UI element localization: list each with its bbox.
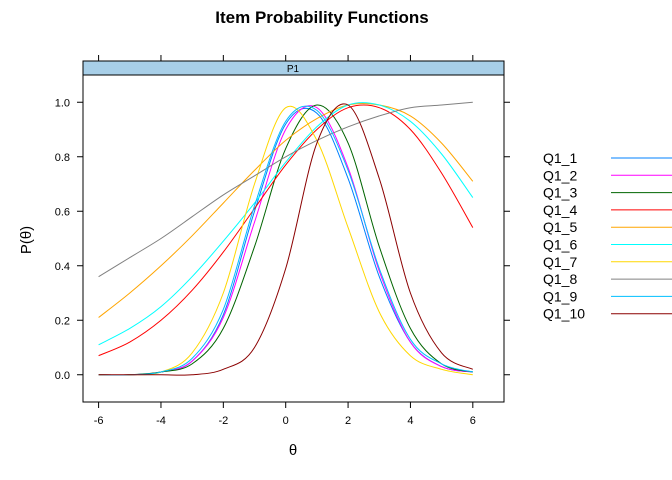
legend-label: Q1_7 xyxy=(543,254,577,270)
x-tick-label: 6 xyxy=(470,415,476,427)
y-tick-label: 0.2 xyxy=(55,315,70,327)
curve-q1-10 xyxy=(98,103,474,376)
chart-title: Item Probability Functions xyxy=(215,8,428,27)
x-tick-label: 2 xyxy=(345,415,351,427)
curve-q1-9 xyxy=(98,105,473,376)
axis-ticks: -6 -4 -2 0 2 4 6 0.0 0.2 0.4 0.6 0.8 1.0 xyxy=(55,55,510,427)
x-tick-label: 4 xyxy=(407,415,413,427)
legend-label: Q1_6 xyxy=(543,237,577,253)
legend: Q1_1Q1_2 Q1_3Q1_4Q1_5 Q1_6Q1_7Q1_8Q1_9 Q1_1… xyxy=(543,150,672,322)
legend-label: Q1_8 xyxy=(543,271,577,287)
y-tick-label: 0.8 xyxy=(55,152,70,164)
curves xyxy=(98,101,474,376)
legend-label: Q1_1 xyxy=(543,150,577,166)
x-tick-label: -6 xyxy=(94,415,104,427)
y-axis-label: P(θ) xyxy=(18,226,35,254)
legend-label: Q1_3 xyxy=(543,185,577,201)
legend-label: Q1_5 xyxy=(543,219,577,235)
plot-panel xyxy=(82,74,505,403)
curve-q1-4 xyxy=(98,104,474,357)
x-axis-label: θ xyxy=(289,442,297,459)
x-tick-label: 0 xyxy=(283,415,289,427)
curve-q1-2 xyxy=(98,105,473,376)
legend-label: Q1_9 xyxy=(543,288,577,304)
x-tick-label: -2 xyxy=(218,415,228,427)
curve-q1-3 xyxy=(98,104,473,376)
y-tick-label: 0.0 xyxy=(55,370,70,382)
curve-q1-7 xyxy=(98,105,473,376)
curve-q1-5 xyxy=(98,102,474,318)
y-tick-label: 0.6 xyxy=(55,206,70,218)
legend-label: Q1_2 xyxy=(543,167,577,183)
y-tick-label: 1.0 xyxy=(55,97,70,109)
y-tick-label: 0.4 xyxy=(55,261,70,273)
curve-q1-8 xyxy=(98,101,473,278)
panel-strip-label: P1 xyxy=(287,64,300,75)
legend-label: Q1_10 xyxy=(543,306,585,322)
curve-q1-6 xyxy=(98,102,474,346)
x-tick-label: -4 xyxy=(156,415,166,427)
legend-label: Q1_4 xyxy=(543,202,577,218)
